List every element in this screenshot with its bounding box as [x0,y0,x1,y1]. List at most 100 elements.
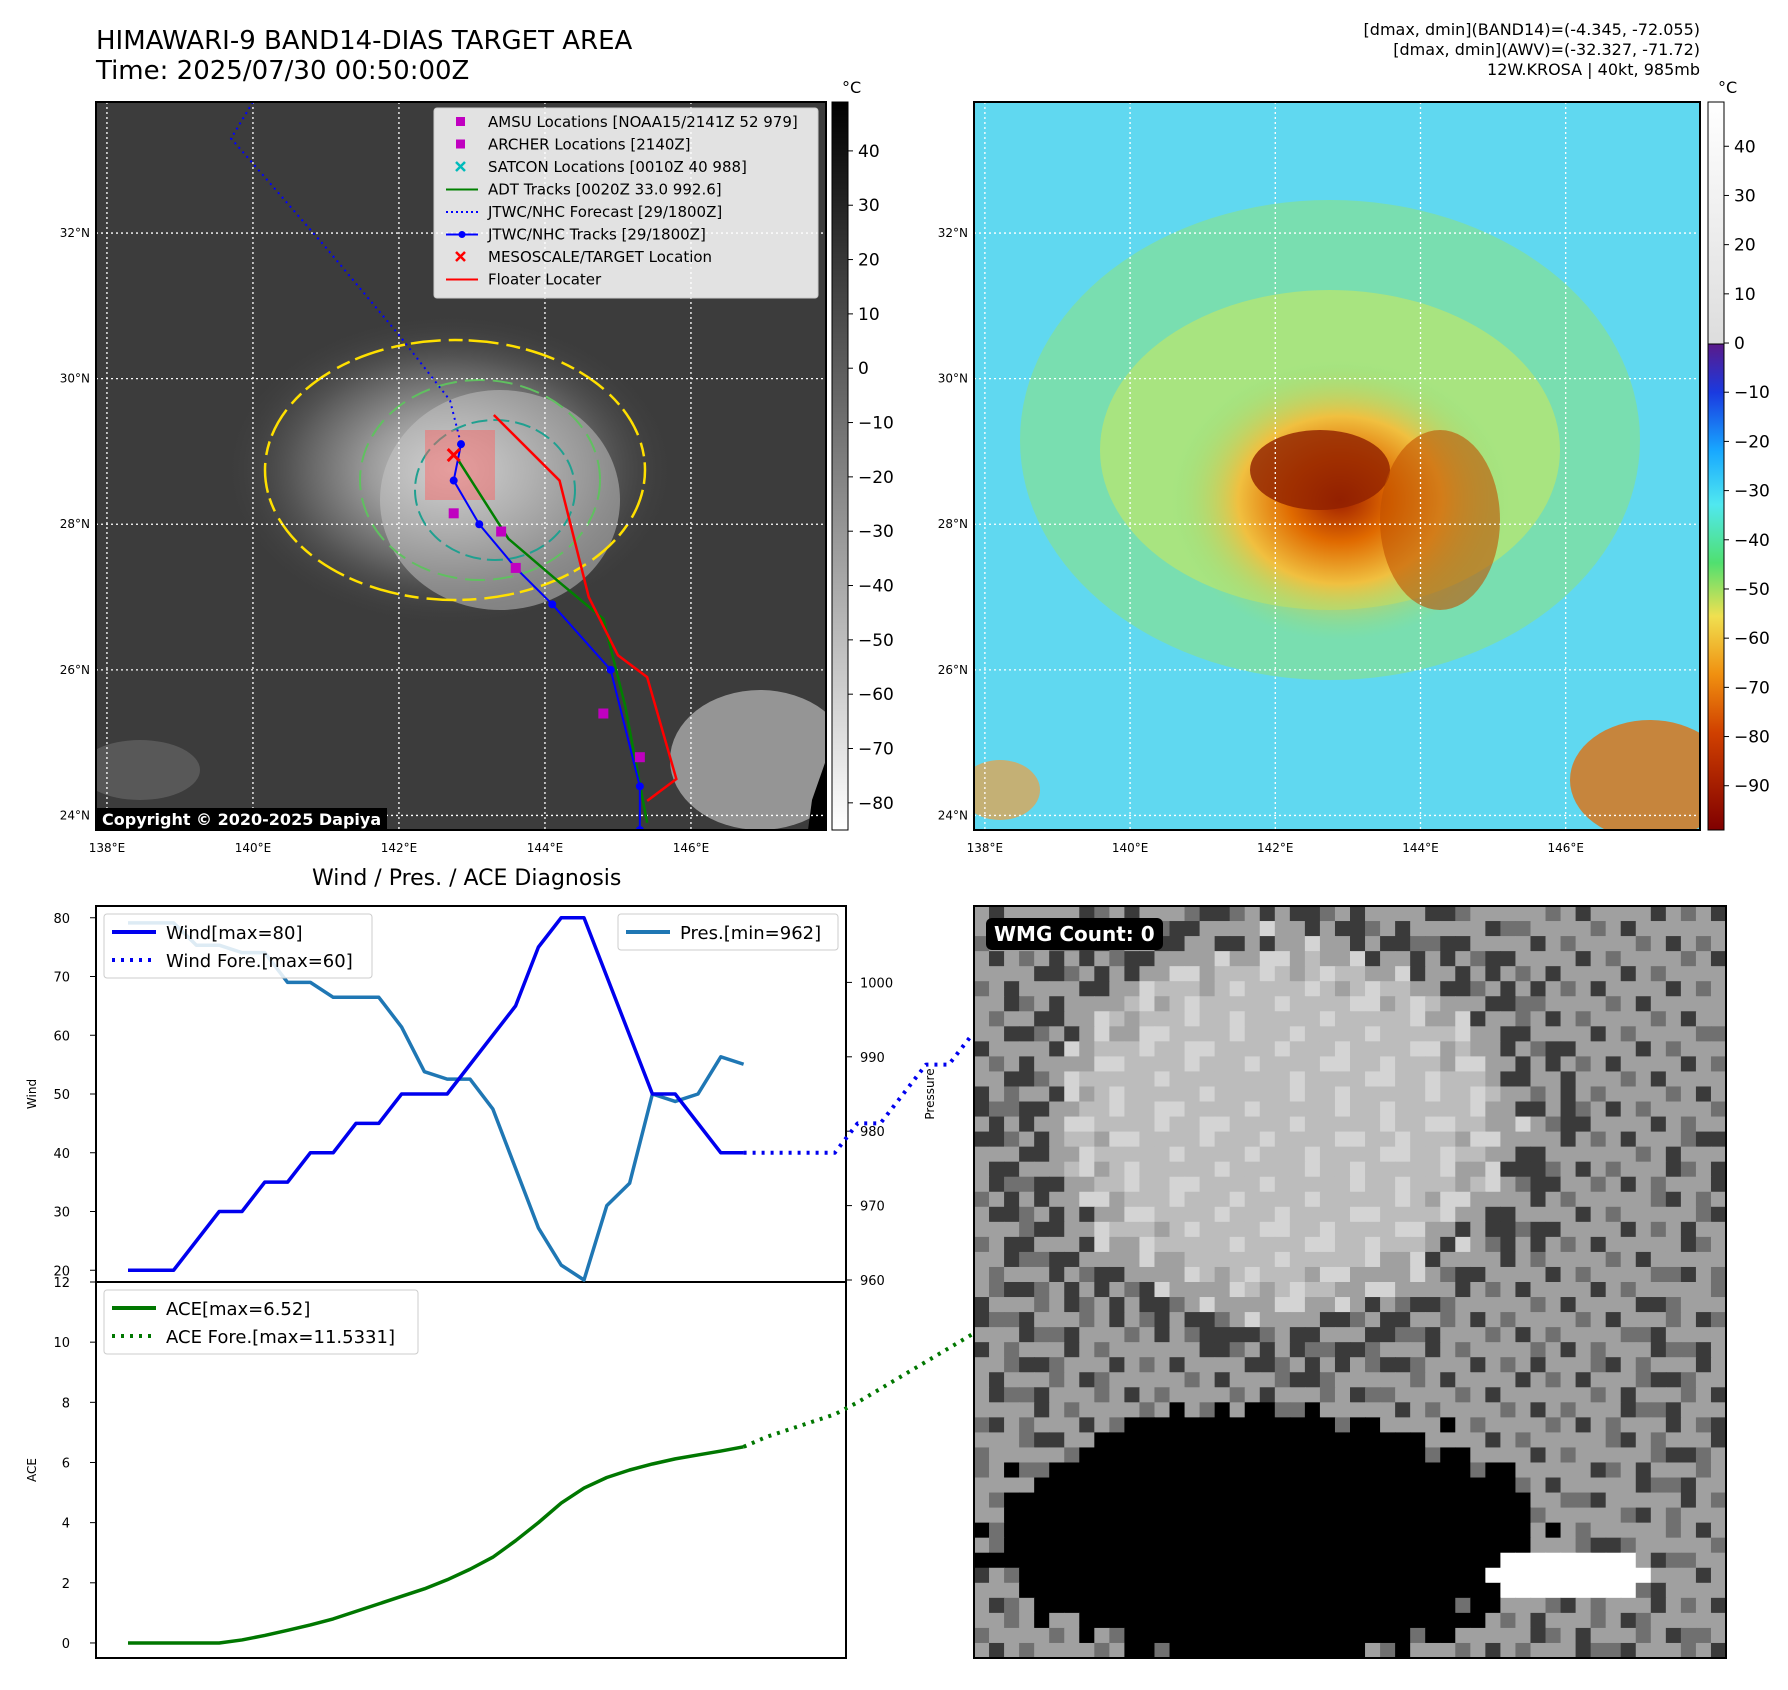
wmg-cell [1034,1251,1050,1268]
wmg-cell [1590,1221,1607,1238]
wmg-cell [1650,1462,1667,1479]
wmg-cell [1259,1387,1276,1403]
wmg-cell [1680,1507,1697,1524]
wmg-cell [1365,1417,1381,1433]
wmg-cell [1650,1041,1667,1057]
wmg-cell [1334,1191,1351,1208]
lon-tick-label: 142°E [1257,841,1294,855]
legend-label: Pres.[min=962] [680,923,821,944]
wmg-cell [1455,1567,1471,1584]
wmg-cell [1605,1387,1622,1403]
wmg-cell [1545,1041,1562,1057]
wmg-cell [1440,1387,1456,1403]
wmg-cell [1019,1417,1035,1433]
wmg-cell [1695,1116,1712,1133]
wmg-cell [1575,966,1592,982]
wmg-cell [1470,1372,1486,1388]
wmg-cell [1545,1131,1562,1148]
wmg-cell [1635,936,1652,952]
wmg-cell [1680,1372,1697,1388]
wmg-cell [1079,1176,1095,1193]
wmg-cell [1545,1116,1562,1133]
wmg-cell [1710,1327,1727,1343]
wmg-cell [1304,906,1321,922]
wmg-cell [1034,1402,1050,1418]
wmg-cell [1440,981,1456,997]
lat-tick-label: 24°N [60,808,90,822]
wmg-cell [1635,1507,1652,1524]
wmg-cell [1049,1372,1065,1388]
wmg-cell [1350,1297,1366,1313]
wmg-cell [1124,1327,1141,1343]
wmg-cell [1244,1131,1261,1148]
wmg-cell [1229,1191,1246,1208]
wmg-cell [1259,1522,1276,1539]
wmg-cell [1004,1131,1020,1148]
wmg-cell [1334,1492,1351,1509]
wmg-cell [1410,1357,1426,1373]
wmg-cell [1410,1026,1426,1042]
wmg-cell [1184,1116,1201,1133]
wmg-cell [1470,1357,1486,1373]
wmg-cell [1094,1251,1110,1268]
wmg-cell [1380,1507,1396,1524]
wmg-cell [1244,966,1261,982]
wmg-cell [1214,1447,1231,1464]
wmg-cell [1229,1297,1246,1313]
wmg-cell [1620,1131,1637,1148]
wmg-cell [1274,951,1291,967]
wmg-cell [1560,1071,1577,1088]
wmg-cell [1515,906,1532,922]
wmg-cell [1109,1176,1125,1193]
wmg-cell [1395,1251,1411,1268]
wmg-cell [1485,1642,1501,1659]
wmg-cell [1154,951,1171,967]
wmg-cell [1019,1552,1035,1569]
wmg-cell [1470,1552,1486,1569]
wmg-cell [1334,1026,1351,1042]
wmg-cell [989,1191,1005,1208]
wmg-cell [1650,1522,1667,1539]
wmg-cell [1199,1372,1216,1388]
wmg-cell [1244,936,1261,952]
wmg-cell [1665,1071,1682,1088]
wmg-cell [1635,1206,1652,1223]
wmg-cell [1650,1146,1667,1163]
wmg-cell [1620,996,1637,1012]
wmg-cell [1244,951,1261,967]
wmg-cell [1455,1342,1471,1358]
legend-label: Wind Fore.[max=60] [166,951,353,972]
wmg-cell [1229,1342,1246,1358]
wmg-cell [1019,1462,1035,1479]
wmg-cell [1635,996,1652,1012]
wmg-cell [1440,1477,1456,1494]
wmg-cell [1079,1567,1095,1584]
wmg-cell [1229,1567,1246,1584]
wmg-cell [1094,1507,1110,1524]
wmg-cell [1410,1522,1426,1539]
wmg-cell [1575,1161,1592,1178]
wmg-cell [1695,1582,1712,1599]
wmg-cell [1395,981,1411,997]
wmg-cell [1395,1312,1411,1328]
wmg-cell [1199,1236,1216,1253]
wmg-cell [1274,1342,1291,1358]
wmg-cell [1229,1582,1246,1599]
wmg-cell [1169,1056,1186,1073]
wmg-cell [1259,1612,1276,1629]
wmg-cell [1049,1537,1065,1554]
wmg-cell [1470,1402,1486,1418]
wmg-cell [1169,1597,1186,1614]
wmg-cell [1425,1221,1441,1238]
wmg-cell [1425,1492,1441,1509]
wmg-cell [1229,921,1246,937]
wmg-cell [1034,1537,1050,1554]
wmg-cell [1124,1161,1141,1178]
wmg-cell [1680,951,1697,967]
wmg-cell [1440,1462,1456,1479]
wmg-cell [1079,1612,1095,1629]
wmg-cell [974,1627,990,1644]
wmg-cell [1350,1056,1366,1073]
wmg-cell [1334,1552,1351,1569]
wmg-cell [1500,1582,1517,1599]
